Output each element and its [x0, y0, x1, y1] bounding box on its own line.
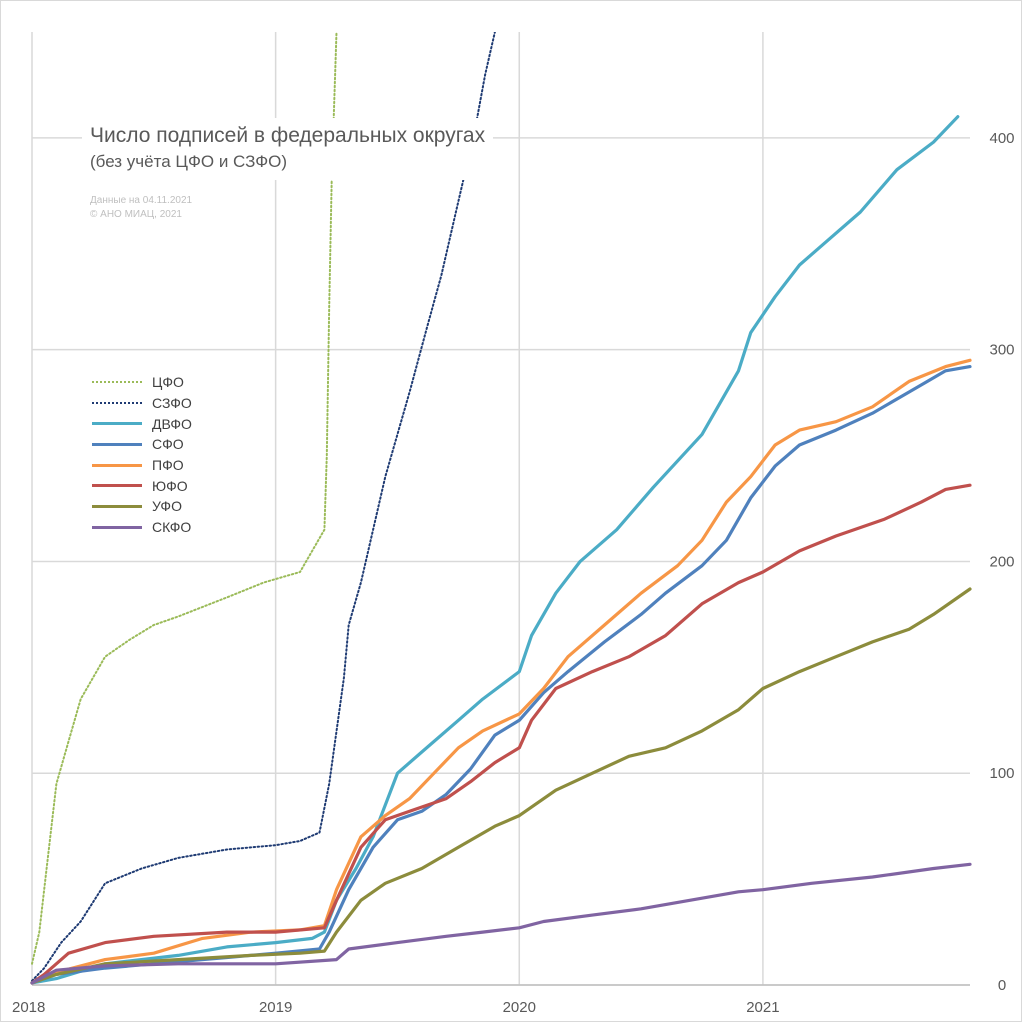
- legend-label-0: ЦФО: [152, 374, 184, 391]
- legend-label-4: ПФО: [152, 457, 184, 474]
- x-tick-label-2019: 2019: [259, 999, 292, 1016]
- grid-lines: [31, 32, 970, 986]
- legend-swatch-1: [92, 402, 142, 405]
- x-tick-label-2020: 2020: [503, 999, 536, 1016]
- legend-swatch-2: [92, 422, 142, 426]
- y-tick-label-300: 300: [989, 342, 1014, 359]
- series-line-5: [30, 483, 972, 985]
- data-note-copyright: © АНО МИАЦ, 2021: [90, 209, 182, 220]
- legend-label-2: ДВФО: [152, 415, 192, 432]
- data-note-date: Данные на 04.11.2021: [90, 195, 193, 206]
- data-note: Данные на 04.11.2021 © АНО МИАЦ, 2021: [90, 194, 192, 222]
- x-tick-label-2018: 2018: [12, 999, 45, 1016]
- chart-title: Число подписей в федеральных округах: [90, 124, 486, 147]
- series-line-0: [31, 32, 338, 965]
- legend-swatch-4: [92, 463, 142, 467]
- legend-label-6: УФО: [152, 498, 182, 515]
- legend-label-3: СФО: [152, 436, 184, 453]
- y-tick-label-100: 100: [989, 765, 1014, 782]
- y-tick-label-400: 400: [989, 130, 1014, 147]
- legend-item-6: УФО: [92, 496, 192, 517]
- y-tick-label-200: 200: [989, 553, 1014, 570]
- legend-swatch-3: [92, 442, 142, 446]
- legend-swatch-0: [92, 381, 142, 384]
- series-line-6: [30, 587, 972, 985]
- legend-item-3: СФО: [92, 434, 192, 455]
- chart-title-box: Число подписей в федеральных округах (бе…: [82, 118, 494, 180]
- series-lines: [30, 32, 972, 985]
- legend-item-1: СЗФО: [92, 393, 192, 414]
- legend-item-5: ЮФО: [92, 475, 192, 496]
- series-line-7: [30, 862, 972, 985]
- y-axis-ticks: 0 100 200 300 400: [989, 130, 1014, 994]
- legend-swatch-5: [92, 484, 142, 488]
- y-tick-label-0: 0: [998, 977, 1006, 994]
- x-axis-ticks: 2018 2019 2020 2021: [12, 999, 780, 1016]
- legend-swatch-7: [92, 525, 142, 529]
- x-tick-label-2021: 2021: [746, 999, 779, 1016]
- legend-label-1: СЗФО: [152, 395, 192, 412]
- legend: ЦФО СЗФО ДВФО СФО ПФО ЮФО УФО СКФО: [92, 372, 192, 538]
- chart-subtitle: (без учёта ЦФО и СЗФО): [90, 152, 288, 171]
- series-line-2: [30, 115, 960, 985]
- legend-item-0: ЦФО: [92, 372, 192, 393]
- legend-item-4: ПФО: [92, 455, 192, 476]
- legend-label-7: СКФО: [152, 519, 192, 536]
- legend-item-2: ДВФО: [92, 413, 192, 434]
- legend-label-5: ЮФО: [152, 477, 188, 494]
- legend-swatch-6: [92, 504, 142, 508]
- series-line-1: [31, 32, 496, 982]
- legend-item-7: СКФО: [92, 517, 192, 538]
